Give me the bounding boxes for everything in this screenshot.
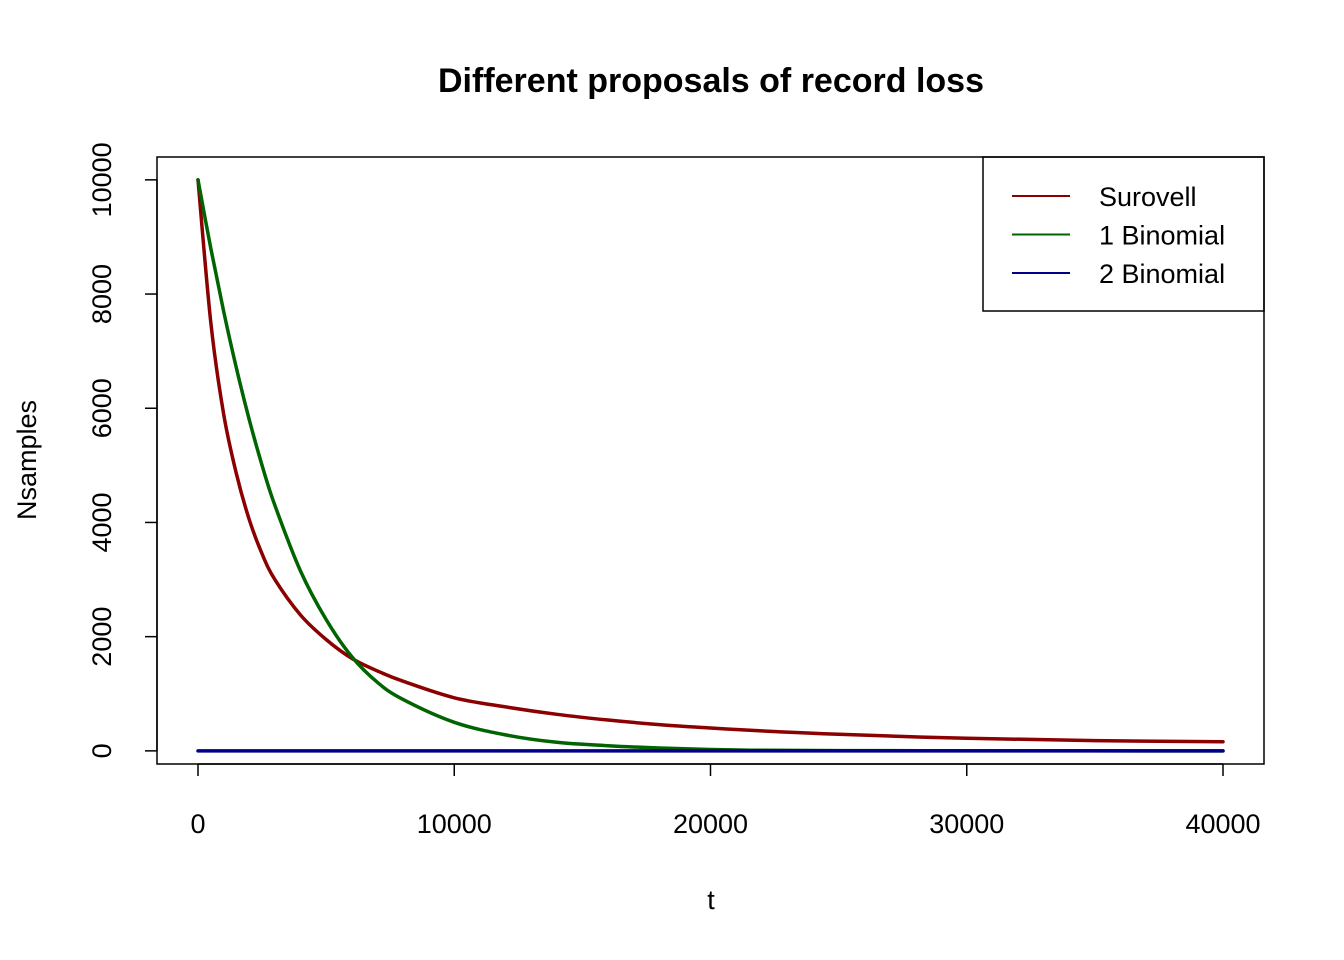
chart-title: Different proposals of record loss [438, 62, 984, 100]
plot-frame [156, 156, 1265, 765]
x-tick-label: 10000 [417, 809, 492, 839]
legend: Surovell 1 Binomial 2 Binomial [982, 156, 1265, 312]
y-tick-label: 0 [87, 743, 117, 758]
x-axis-label: t [707, 885, 715, 915]
legend-label: 2 Binomial [1099, 259, 1225, 289]
series-line-1-binomial [196, 178, 1225, 753]
x-tick-label: 0 [190, 809, 205, 839]
y-tick-label: 6000 [87, 378, 117, 438]
series-line-surovell [196, 178, 1225, 744]
y-tick-label: 4000 [87, 492, 117, 552]
x-tick-label: 40000 [1185, 809, 1260, 839]
series-layer [196, 178, 1225, 753]
y-tick-label: 2000 [87, 607, 117, 667]
y-axis-label: Nsamples [12, 400, 42, 520]
legend-label: Surovell [1099, 182, 1197, 212]
y-axis: 0 2000 4000 6000 8000 10000 [87, 142, 158, 758]
legend-box [982, 156, 1265, 312]
x-axis: 0 10000 20000 30000 40000 [190, 763, 1261, 839]
y-tick-label: 10000 [87, 142, 117, 217]
legend-label: 1 Binomial [1099, 221, 1225, 251]
y-tick-label: 8000 [87, 264, 117, 324]
x-tick-label: 30000 [929, 809, 1004, 839]
x-tick-label: 20000 [673, 809, 748, 839]
